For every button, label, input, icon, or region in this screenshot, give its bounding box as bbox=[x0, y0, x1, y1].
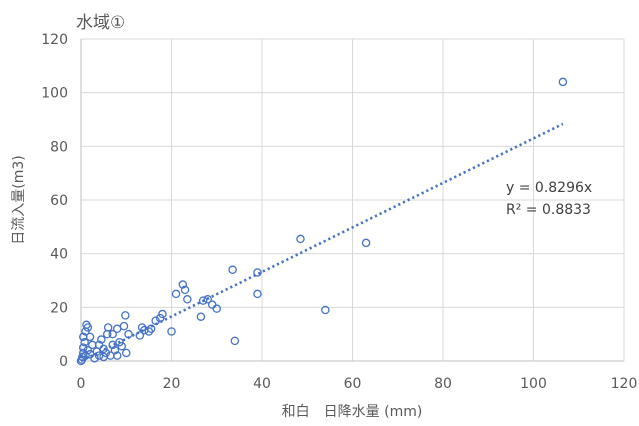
x-tick-label: 0 bbox=[77, 376, 86, 392]
data-points bbox=[76, 77, 568, 366]
x-tick-label: 40 bbox=[253, 376, 271, 392]
data-point bbox=[253, 268, 262, 277]
data-point bbox=[79, 343, 88, 352]
x-tick-label: 80 bbox=[434, 376, 452, 392]
y-tick-label: 0 bbox=[59, 354, 68, 370]
data-point bbox=[171, 289, 181, 299]
y-tick-label: 120 bbox=[41, 32, 68, 48]
x-axis-label: 和白 日降水量 (mm) bbox=[282, 404, 423, 420]
y-tick-label: 40 bbox=[50, 247, 68, 263]
data-point bbox=[112, 351, 122, 360]
data-point bbox=[117, 341, 126, 351]
y-axis-label: 日流入量(m3) bbox=[11, 155, 27, 244]
axes bbox=[80, 39, 624, 362]
y-tick-label: 60 bbox=[50, 193, 68, 209]
data-point bbox=[296, 234, 305, 244]
data-point bbox=[196, 312, 206, 321]
data-point bbox=[167, 327, 176, 336]
data-point bbox=[80, 337, 89, 347]
trendline bbox=[80, 122, 564, 363]
data-point bbox=[253, 289, 262, 299]
x-tick-label: 20 bbox=[163, 376, 181, 392]
data-point bbox=[122, 348, 131, 358]
data-point bbox=[85, 332, 95, 342]
data-point bbox=[321, 305, 330, 315]
data-point bbox=[103, 323, 113, 332]
data-point bbox=[203, 295, 212, 304]
data-point bbox=[198, 296, 208, 305]
data-point bbox=[212, 304, 221, 313]
y-tick-label: 100 bbox=[41, 86, 68, 102]
data-point bbox=[108, 329, 117, 339]
gridlines bbox=[81, 38, 625, 361]
data-point bbox=[558, 77, 568, 87]
y-tick-label: 80 bbox=[50, 139, 68, 155]
data-point bbox=[228, 265, 237, 275]
data-point bbox=[158, 309, 167, 319]
data-point bbox=[82, 320, 91, 330]
data-point bbox=[119, 321, 129, 331]
data-point bbox=[178, 280, 188, 289]
y-tick-labels: 0 20 40 60 80 100 120 bbox=[41, 32, 68, 370]
data-point bbox=[144, 327, 154, 336]
x-tick-label: 100 bbox=[520, 376, 547, 392]
data-point bbox=[76, 356, 86, 366]
data-point bbox=[81, 351, 90, 360]
data-point bbox=[180, 285, 190, 295]
data-point bbox=[112, 324, 122, 334]
data-point bbox=[121, 311, 130, 320]
data-point bbox=[110, 346, 120, 355]
trendline-r-squared: R² = 0.8833 bbox=[506, 202, 591, 218]
data-point bbox=[88, 340, 97, 350]
data-point bbox=[230, 336, 240, 346]
x-tick-label: 120 bbox=[611, 376, 638, 392]
data-point bbox=[151, 316, 160, 325]
chart-title: 水域① bbox=[76, 13, 125, 33]
x-tick-labels: 0 20 40 60 80 100 120 bbox=[77, 376, 638, 392]
trendline-equation: y = 0.8296x bbox=[506, 180, 592, 196]
data-point bbox=[361, 238, 371, 248]
data-point bbox=[183, 295, 192, 304]
x-tick-label: 60 bbox=[344, 376, 362, 392]
data-point bbox=[135, 331, 145, 340]
y-tick-label: 20 bbox=[50, 300, 68, 316]
data-point bbox=[97, 335, 106, 344]
